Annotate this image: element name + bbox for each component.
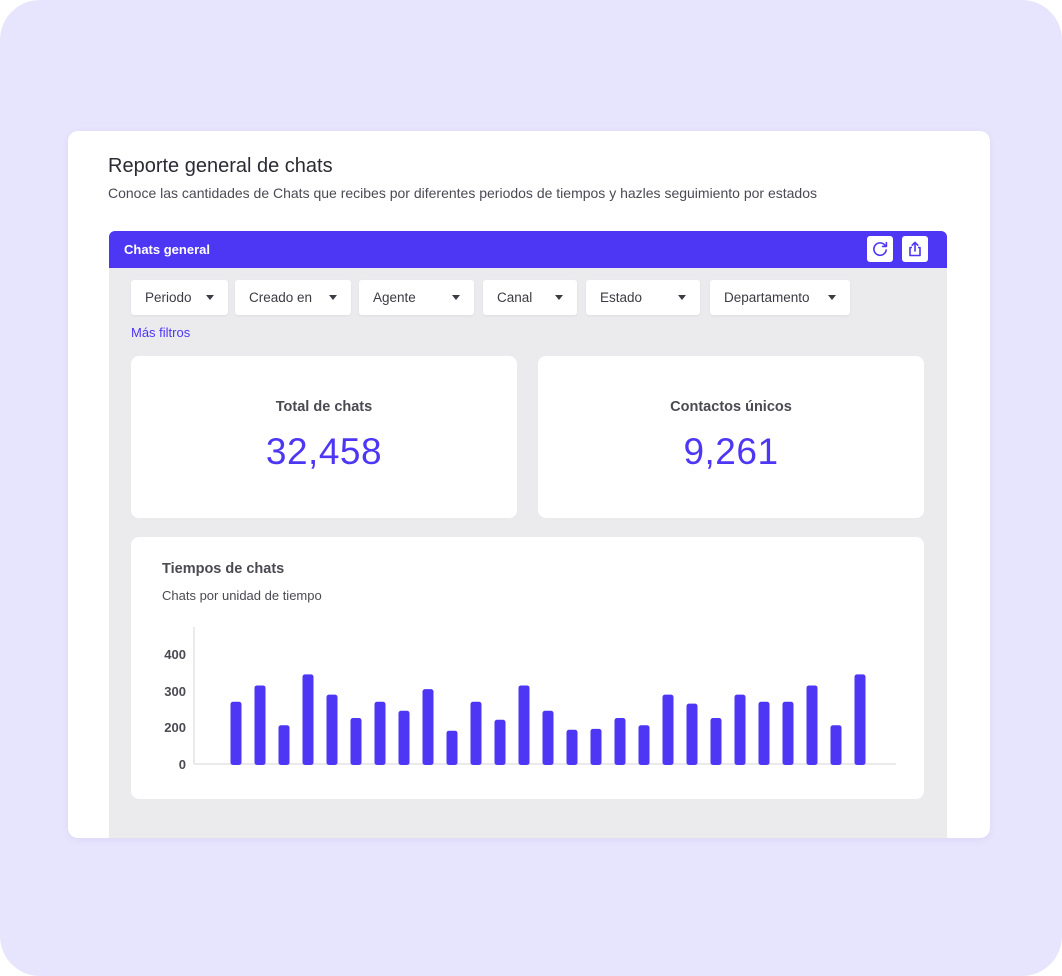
bar: [758, 701, 770, 765]
bar: [638, 725, 650, 765]
filter-label: Estado: [600, 290, 643, 305]
bar: [446, 730, 458, 765]
filter-label: Agente: [373, 290, 416, 305]
total-chats-label: Total de chats: [275, 399, 373, 415]
total-chats-card: Total de chats 32,458: [131, 356, 517, 518]
bar: [398, 710, 410, 765]
filter-label: Canal: [497, 290, 533, 305]
chats-general-panel: Chats general: [109, 231, 947, 838]
bar: [830, 725, 842, 765]
chevron-down-icon: [555, 295, 563, 300]
bar: [494, 719, 506, 765]
report-card: Reporte general de chats Conoce las cant…: [68, 131, 990, 838]
y-tick-label: 0: [179, 757, 186, 772]
panel-title: Chats general: [124, 242, 210, 257]
unique-contacts-label: Contactos únicos: [670, 399, 792, 415]
refresh-button[interactable]: [867, 236, 893, 262]
filter-creado-en[interactable]: Creado en: [235, 280, 351, 315]
bar: [566, 729, 578, 765]
bar: [806, 685, 818, 765]
chevron-down-icon: [678, 295, 686, 300]
chart-subtitle: Chats por unidad de tiempo: [162, 588, 322, 603]
bar: [662, 694, 674, 765]
chevron-down-icon: [828, 295, 836, 300]
bar: [422, 689, 434, 765]
share-icon: [906, 240, 924, 258]
filter-estado[interactable]: Estado: [586, 280, 700, 315]
bar: [230, 701, 242, 765]
bar-chart: 0 200 300 400: [164, 627, 896, 772]
bar: [278, 725, 290, 765]
bar: [686, 703, 698, 765]
bar: [782, 701, 794, 765]
filter-label: Periodo: [145, 290, 192, 305]
unique-contacts-card: Contactos únicos 9,261: [538, 356, 924, 518]
bar: [518, 685, 530, 765]
filter-canal[interactable]: Canal: [483, 280, 577, 315]
bar: [470, 701, 482, 765]
chevron-down-icon: [452, 295, 460, 300]
chevron-down-icon: [206, 295, 214, 300]
total-chats-value: 32,458: [265, 431, 383, 472]
bar: [350, 718, 362, 765]
bar: [710, 718, 722, 765]
bar: [734, 694, 746, 765]
y-tick-label: 300: [164, 684, 186, 699]
more-filters-link[interactable]: Más filtros: [131, 325, 191, 340]
bar: [590, 728, 602, 765]
page-title: Reporte general de chats: [108, 155, 333, 177]
bar: [326, 694, 338, 765]
bar: [302, 674, 314, 765]
chat-times-chart-card: Tiempos de chats Chats por unidad de tie…: [131, 537, 924, 799]
bar: [374, 701, 386, 765]
filter-label: Creado en: [249, 290, 313, 305]
filter-agente[interactable]: Agente: [359, 280, 474, 315]
panel-header: Chats general: [109, 231, 947, 268]
y-tick-label: 400: [164, 647, 186, 662]
chevron-down-icon: [329, 295, 337, 300]
bar: [614, 718, 626, 765]
bar: [854, 674, 866, 765]
bar: [542, 710, 554, 765]
chart-title: Tiempos de chats: [162, 561, 285, 577]
filter-label: Departamento: [724, 290, 810, 305]
filter-periodo[interactable]: Periodo: [131, 280, 228, 315]
y-tick-label: 200: [164, 720, 186, 735]
share-button[interactable]: [902, 236, 928, 262]
unique-contacts-value: 9,261: [683, 431, 779, 472]
bar: [254, 685, 266, 765]
filter-departamento[interactable]: Departamento: [710, 280, 850, 315]
refresh-icon: [871, 240, 889, 258]
page-subtitle: Conoce las cantidades de Chats que recib…: [108, 185, 817, 201]
